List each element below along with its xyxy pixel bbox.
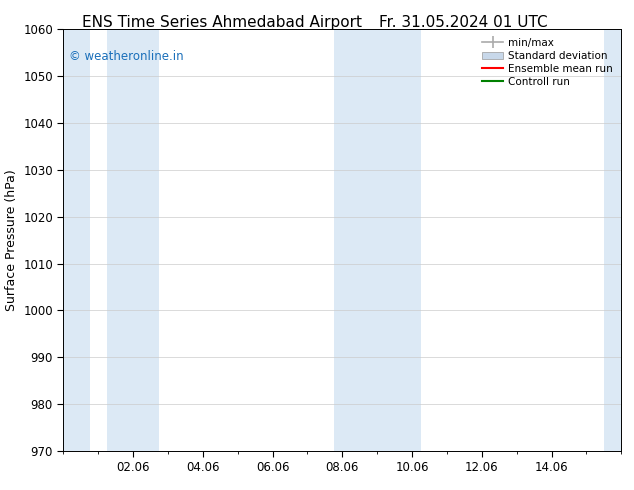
Text: ENS Time Series Ahmedabad Airport: ENS Time Series Ahmedabad Airport xyxy=(82,15,362,30)
Bar xyxy=(604,29,621,451)
Y-axis label: Surface Pressure (hPa): Surface Pressure (hPa) xyxy=(4,169,18,311)
Text: © weatheronline.in: © weatheronline.in xyxy=(69,50,184,64)
Text: Fr. 31.05.2024 01 UTC: Fr. 31.05.2024 01 UTC xyxy=(378,15,547,30)
Bar xyxy=(107,29,159,451)
Bar xyxy=(333,29,360,451)
Legend: min/max, Standard deviation, Ensemble mean run, Controll run: min/max, Standard deviation, Ensemble me… xyxy=(479,35,616,90)
Bar xyxy=(359,29,421,451)
Bar xyxy=(63,29,89,451)
